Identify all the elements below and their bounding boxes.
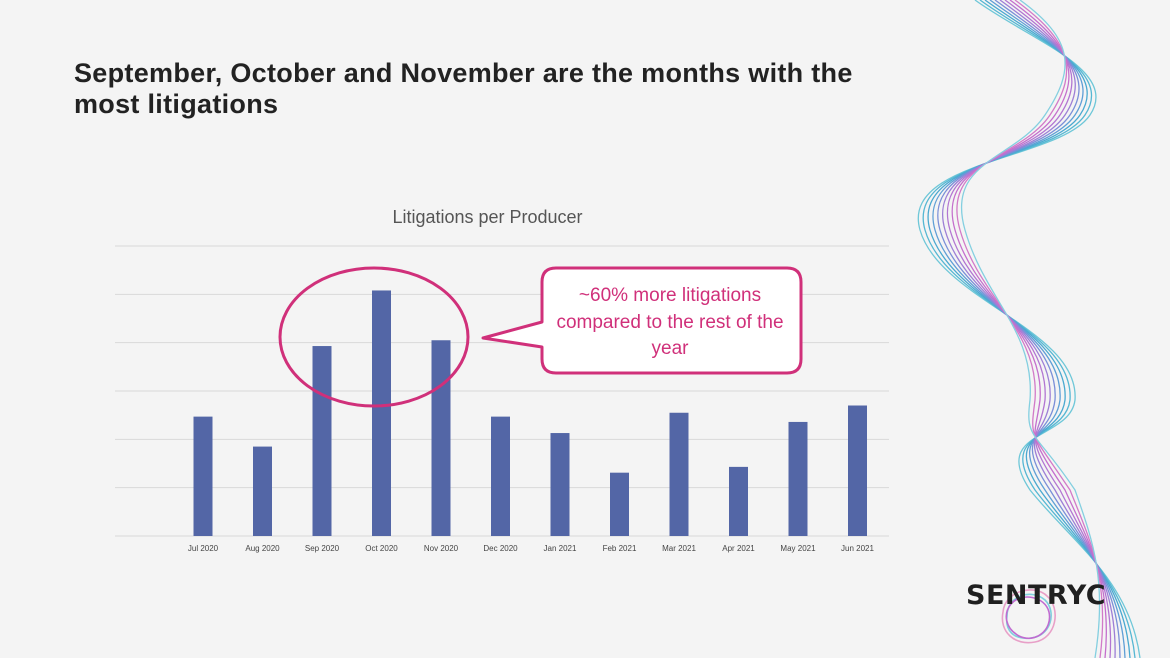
bar (312, 346, 332, 536)
wave-line (917, 0, 1141, 658)
bar (253, 446, 272, 536)
wave-line (927, 0, 1131, 658)
x-tick-label: Jun 2021 (841, 544, 874, 553)
bar (193, 416, 213, 536)
x-tick-label: Jan 2021 (544, 544, 577, 553)
bar (372, 290, 391, 536)
bar (550, 433, 570, 536)
chart-x-tick-labels: Jul 2020 Aug 2020 Sep 2020 Oct 2020 Nov 2020… (188, 544, 875, 553)
wave-line (960, 0, 1101, 658)
x-tick-label: May 2021 (780, 544, 816, 553)
wave-line (951, 0, 1107, 658)
chart-bars (193, 290, 867, 536)
wave-line (942, 0, 1116, 658)
x-tick-label: Feb 2021 (603, 544, 637, 553)
bar (788, 421, 808, 536)
wave-line (922, 0, 1136, 658)
bar (431, 340, 451, 536)
x-tick-label: Oct 2020 (365, 544, 398, 553)
wave-line (937, 0, 1121, 658)
x-tick-label: Nov 2020 (424, 544, 459, 553)
highlight-ellipse (278, 266, 470, 408)
decorative-wave-graphic (917, 0, 1141, 658)
wave-line (956, 0, 1104, 658)
chart-title: Litigations per Producer (392, 207, 583, 227)
wave-line (946, 0, 1112, 658)
bar (848, 405, 867, 536)
slide-title: September, October and November are the … (74, 58, 853, 119)
bar (669, 412, 689, 536)
brand-name: SENTRYC (966, 580, 1107, 611)
wave-line (932, 0, 1126, 658)
callout-bubble (481, 266, 803, 375)
x-tick-label: Mar 2021 (662, 544, 696, 553)
bar (729, 466, 748, 536)
x-tick-label: Jul 2020 (188, 544, 219, 553)
bar (491, 416, 510, 536)
x-tick-label: Sep 2020 (305, 544, 340, 553)
brand-logo-icon (1001, 589, 1056, 644)
callout-text: ~60% more litigations compared to the re… (556, 285, 784, 359)
x-tick-label: Dec 2020 (483, 544, 518, 553)
bar (610, 472, 629, 536)
x-tick-label: Aug 2020 (245, 544, 280, 553)
x-tick-label: Apr 2021 (722, 544, 755, 553)
